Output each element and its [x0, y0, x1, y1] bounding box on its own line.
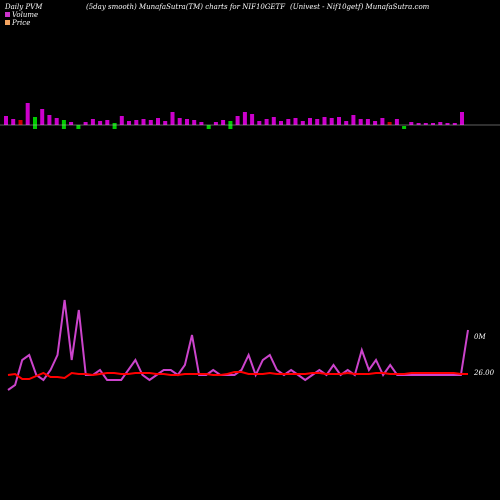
volume-bar: [322, 117, 327, 125]
volume-bar: [4, 116, 8, 125]
legend-volume: Volume: [5, 11, 38, 19]
legend-volume-swatch: [5, 12, 10, 17]
volume-bar: [163, 121, 168, 125]
volume-bar: [90, 119, 95, 125]
volume-axis-label: 0M: [474, 333, 486, 341]
volume-bar: [199, 122, 204, 125]
volume-bar: [416, 123, 421, 125]
volume-bar: [127, 121, 131, 125]
volume-bar: [33, 117, 37, 129]
legend-volume-label: Volume: [12, 11, 39, 19]
volume-bar: [156, 118, 160, 125]
volume-bar: [337, 117, 341, 125]
volume-bar: [141, 119, 146, 125]
volume-bar: [452, 123, 457, 125]
volume-bar: [380, 118, 385, 125]
volume-bar: [329, 118, 334, 125]
volume-bar: [351, 115, 356, 125]
volume-bar: [431, 123, 435, 125]
volume-bar: [250, 114, 255, 125]
volume-bar: [279, 121, 283, 125]
volume-bar: [170, 112, 175, 125]
volume-bar: [40, 109, 45, 125]
volume-bar: [293, 118, 298, 125]
volume-bar: [308, 118, 312, 125]
legend-price: Price: [5, 19, 30, 27]
volume-bar: [358, 119, 363, 125]
volume-bar: [177, 118, 182, 125]
legend-price-label: Price: [12, 19, 31, 27]
volume-bar: [271, 117, 276, 125]
volume-bar: [460, 112, 464, 125]
volume-bar: [69, 122, 74, 125]
volume-bar: [344, 121, 349, 125]
volume-bar: [445, 123, 450, 125]
volume-bar: [185, 119, 189, 125]
chart-header-source: (Univest - Nif10getf) MunafaSutra.com: [290, 3, 430, 11]
volume-bar: [394, 119, 399, 125]
volume-bar: [18, 120, 23, 125]
volume-bar: [192, 120, 197, 125]
price-line: [7, 371, 468, 380]
volume-bar: [423, 123, 428, 125]
volume-line: [7, 299, 469, 391]
volume-bar: [373, 121, 378, 125]
volume-bar: [300, 121, 305, 125]
volume-bar: [286, 119, 291, 125]
volume-bar: [242, 112, 247, 125]
volume-bar: [105, 120, 110, 125]
volume-bar: [235, 116, 240, 125]
volume-bar: [264, 119, 269, 125]
volume-bar: [98, 121, 103, 125]
volume-bar: [409, 122, 414, 125]
volume-bar: [221, 120, 226, 125]
volume-bar: [112, 123, 117, 129]
volume-bar: [54, 118, 59, 125]
volume-bar: [257, 121, 262, 125]
volume-bar: [402, 126, 407, 129]
volume-bar: [83, 122, 88, 125]
volume-bar: [387, 122, 392, 125]
volume-bar: [76, 125, 81, 129]
price-axis-label: 26.00: [473, 369, 495, 377]
volume-bar: [315, 119, 320, 125]
volume-bar: [47, 115, 52, 125]
volume-bar: [11, 119, 16, 125]
volume-bar: [119, 116, 124, 125]
chart-header-left: Daily PVM: [5, 3, 43, 11]
volume-bar: [148, 120, 153, 125]
volume-bar: [438, 122, 443, 125]
chart-header-title: (5day smooth) MunafaSutra(TM) charts for…: [86, 3, 286, 11]
volume-bar: [134, 120, 139, 125]
volume-bar: [365, 119, 370, 125]
volume-bar: [213, 122, 218, 125]
legend-price-swatch: [5, 20, 10, 25]
volume-bar: [206, 125, 211, 129]
volume-bar: [25, 103, 30, 125]
volume-bar: [61, 120, 66, 129]
